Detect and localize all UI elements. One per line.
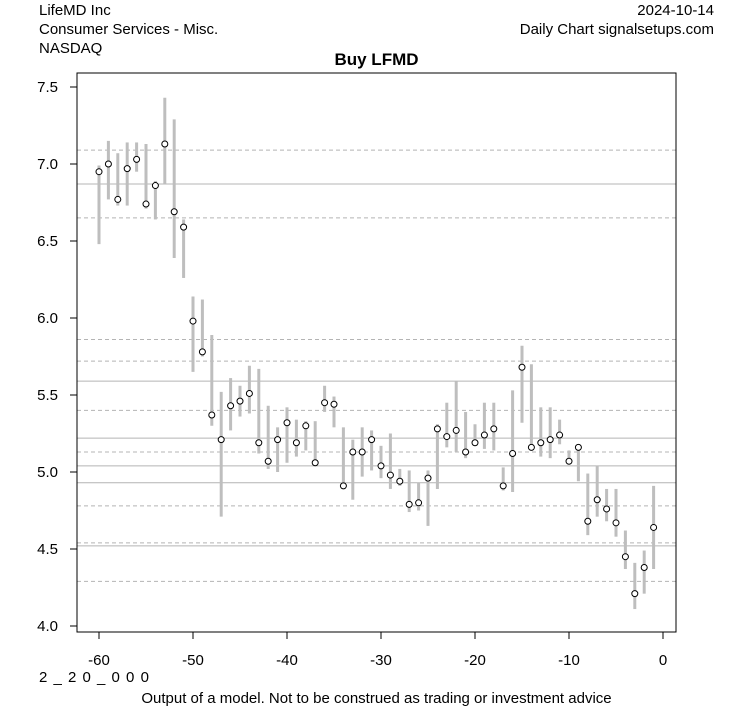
chart-date: 2024-10-14 [637, 2, 714, 19]
close-point [311, 459, 319, 467]
company-name: LifeMD Inc [39, 2, 111, 19]
y-tick-label: 6.0 [37, 310, 58, 327]
close-point [499, 482, 507, 490]
close-point [424, 474, 432, 482]
close-point [217, 436, 225, 444]
close-point [330, 400, 338, 408]
close-point [114, 195, 122, 203]
close-point [95, 168, 103, 176]
close-point [245, 389, 253, 397]
close-point [302, 422, 310, 430]
close-point [236, 397, 244, 405]
chart-title: Buy LFMD [334, 50, 419, 69]
close-point [546, 436, 554, 444]
close-point [480, 431, 488, 439]
x-tick-label: -60 [88, 652, 110, 669]
close-point [621, 553, 629, 561]
close-point [386, 471, 394, 479]
close-point [462, 448, 470, 456]
close-point [631, 590, 639, 598]
y-tick-label: 5.0 [37, 464, 58, 481]
close-point [452, 426, 460, 434]
exchange-label: NASDAQ [39, 40, 103, 57]
close-point [556, 431, 564, 439]
close-point [405, 500, 413, 508]
close-point [339, 482, 347, 490]
close-point [415, 499, 423, 507]
close-point [518, 363, 526, 371]
close-point [358, 448, 366, 456]
x-tick-label: -30 [370, 652, 392, 669]
close-point [490, 425, 498, 433]
close-point [189, 317, 197, 325]
y-tick-label: 6.5 [37, 233, 58, 250]
close-point [133, 155, 141, 163]
x-tick-label: -40 [276, 652, 298, 669]
close-point [612, 519, 620, 527]
y-tick-label: 5.5 [37, 387, 58, 404]
plot-frame [76, 72, 677, 633]
close-point [603, 505, 611, 513]
close-point [321, 399, 329, 407]
sector-label: Consumer Services - Misc. [39, 21, 219, 38]
chart-source: Daily Chart signalsetups.com [519, 21, 714, 38]
close-point [584, 517, 592, 525]
model-code: 2 _ 2 0 _ 0 0 0 [39, 669, 150, 686]
disclaimer: Output of a model. Not to be construed a… [141, 690, 612, 707]
close-point [151, 182, 159, 190]
close-point [208, 411, 216, 419]
close-point [142, 200, 150, 208]
close-point [565, 457, 573, 465]
close-point [537, 439, 545, 447]
y-tick-label: 7.0 [37, 156, 58, 173]
close-point [292, 439, 300, 447]
close-point [471, 439, 479, 447]
close-point [527, 443, 535, 451]
close-point [377, 462, 385, 470]
close-point [123, 165, 131, 173]
close-point [198, 348, 206, 356]
close-point [443, 433, 451, 441]
close-point [433, 425, 441, 433]
y-tick-label: 4.0 [37, 618, 58, 635]
close-point [509, 450, 517, 458]
x-tick-label: -10 [558, 652, 580, 669]
close-point [593, 496, 601, 504]
close-point [227, 402, 235, 410]
x-tick-label: -50 [182, 652, 204, 669]
close-point [574, 443, 582, 451]
close-point [349, 448, 357, 456]
x-tick-label: 0 [659, 652, 667, 669]
close-point [396, 477, 404, 485]
close-point [170, 208, 178, 216]
x-tick-label: -20 [464, 652, 486, 669]
close-point [283, 419, 291, 427]
y-tick-label: 4.5 [37, 541, 58, 558]
close-point [104, 160, 112, 168]
close-point [264, 457, 272, 465]
close-point [368, 436, 376, 444]
close-point [180, 223, 188, 231]
close-point [640, 563, 648, 571]
close-point [161, 140, 169, 148]
close-point [650, 523, 658, 531]
y-tick-label: 7.5 [37, 79, 58, 96]
close-point [274, 436, 282, 444]
close-point [255, 439, 263, 447]
